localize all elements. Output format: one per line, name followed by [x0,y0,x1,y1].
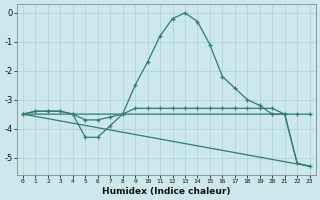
X-axis label: Humidex (Indice chaleur): Humidex (Indice chaleur) [102,187,230,196]
